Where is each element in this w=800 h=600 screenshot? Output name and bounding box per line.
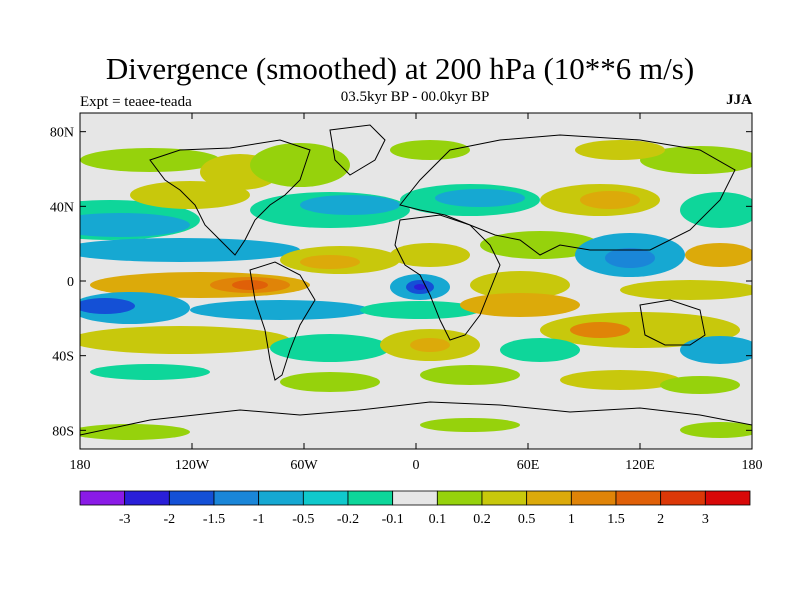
colorbar-label: -2 bbox=[163, 512, 175, 527]
colorbar-label: 1.5 bbox=[607, 512, 625, 527]
experiment-label: Expt = teaee-teada bbox=[80, 94, 192, 110]
lat-label: 80S bbox=[52, 424, 74, 439]
australia-coastline bbox=[639, 299, 706, 346]
colorbar-label: -0.2 bbox=[337, 512, 359, 527]
colorbar-swatch bbox=[704, 490, 751, 506]
lat-label: 80N bbox=[50, 126, 74, 141]
lon-label: 180 bbox=[742, 458, 763, 473]
colorbar-label: -3 bbox=[119, 512, 131, 527]
lat-label: 0 bbox=[67, 275, 74, 290]
colorbar-swatch bbox=[168, 490, 215, 506]
lon-label: 180 bbox=[70, 458, 91, 473]
lon-label: 120E bbox=[625, 458, 655, 473]
eurasia-coastline bbox=[399, 134, 736, 256]
colorbar-label: -0.5 bbox=[292, 512, 314, 527]
colorbar-swatch bbox=[481, 490, 528, 506]
colorbar-swatch bbox=[660, 490, 706, 506]
colorbar-label: 1 bbox=[568, 512, 575, 527]
africa-coastline bbox=[394, 214, 501, 341]
colorbar: -3 -2 -1.5 -1 -0.5 -0.2 -0.1 0.1 0.2 0.5 1 1.5 2 3 bbox=[79, 490, 751, 527]
colorbar-label: -1.5 bbox=[203, 512, 225, 527]
map-title: Divergence (smoothed) at 200 hPa (10**6 … bbox=[105, 51, 695, 86]
colorbar-label: 2 bbox=[657, 512, 664, 527]
colorbar-swatch bbox=[258, 490, 304, 506]
colorbar-swatch bbox=[570, 490, 617, 506]
colorbar-swatch bbox=[213, 490, 260, 506]
colorbar-swatch bbox=[436, 490, 483, 506]
season-label: JJA bbox=[726, 92, 752, 108]
lon-label: 60W bbox=[290, 458, 318, 473]
colorbar-swatch bbox=[526, 490, 572, 506]
colorbar-label: 0.5 bbox=[518, 512, 536, 527]
colorbar-swatch bbox=[79, 490, 126, 506]
colorbar-label: 3 bbox=[702, 512, 709, 527]
south-america-coastline bbox=[249, 261, 316, 381]
north-america-coastline bbox=[149, 139, 311, 256]
lon-label: 60E bbox=[517, 458, 540, 473]
longitude-axis: 180 120W 60W 0 60E 120E 180 bbox=[70, 113, 763, 473]
colorbar-swatch bbox=[392, 490, 438, 506]
lon-label: 0 bbox=[413, 458, 420, 473]
colorbar-swatch bbox=[124, 490, 170, 506]
colorbar-label: -0.1 bbox=[382, 512, 404, 527]
colorbar-label: 0.1 bbox=[429, 512, 447, 527]
colorbar-label: -1 bbox=[253, 512, 265, 527]
lat-label: 40N bbox=[50, 200, 74, 215]
greenland-coastline bbox=[329, 124, 386, 176]
coastlines bbox=[80, 124, 752, 436]
antarctica-coastline bbox=[80, 401, 752, 436]
colorbar-label: 0.2 bbox=[473, 512, 491, 527]
map-subtitle: 03.5kyr BP - 00.0kyr BP bbox=[340, 89, 490, 105]
lat-label: 40S bbox=[52, 350, 74, 365]
colorbar-swatch bbox=[615, 490, 662, 506]
lon-label: 120W bbox=[175, 458, 210, 473]
latitude-axis: 80N 40N 0 40S 80S bbox=[50, 126, 752, 439]
colorbar-swatch bbox=[302, 490, 349, 506]
colorbar-swatch bbox=[347, 490, 394, 506]
